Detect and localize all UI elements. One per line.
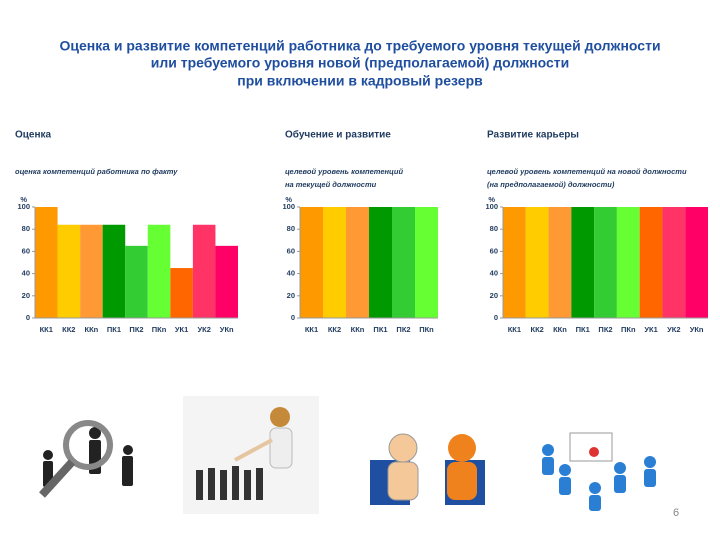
x-tick-label: КК1 bbox=[40, 325, 53, 334]
chart-subtitle: целевой уровень компетенций на новой дол… bbox=[487, 167, 687, 176]
y-tick-label: 20 bbox=[22, 291, 30, 300]
bar bbox=[323, 207, 346, 318]
bar bbox=[548, 207, 572, 318]
y-tick-label: 40 bbox=[287, 269, 295, 278]
x-tick-label: ПК2 bbox=[598, 325, 612, 334]
illustration-search bbox=[39, 420, 133, 498]
bar bbox=[616, 207, 640, 318]
x-tick-label: ККn bbox=[351, 325, 365, 334]
x-tick-label: УКn bbox=[220, 325, 234, 334]
y-tick-label: 80 bbox=[287, 224, 295, 233]
y-tick-label: 100 bbox=[282, 202, 295, 211]
bar bbox=[662, 207, 686, 318]
y-axis-label: % bbox=[20, 195, 27, 204]
bar bbox=[392, 207, 415, 318]
illustration-presentation bbox=[542, 432, 656, 511]
y-tick-label: 80 bbox=[490, 224, 498, 233]
illustration-dialog bbox=[370, 433, 485, 505]
page-number: 6 bbox=[673, 507, 679, 519]
x-tick-label: ПКn bbox=[152, 325, 167, 334]
x-tick-label: ПК1 bbox=[576, 325, 590, 334]
x-tick-label: КК1 bbox=[508, 325, 521, 334]
y-tick-label: 20 bbox=[490, 291, 498, 300]
bar bbox=[35, 207, 58, 318]
bar bbox=[525, 207, 549, 318]
y-tick-label: 100 bbox=[485, 202, 498, 211]
bar bbox=[639, 207, 663, 318]
x-tick-label: ККn bbox=[553, 325, 567, 334]
x-tick-label: УК1 bbox=[175, 325, 188, 334]
chart-title: Развитие карьеры bbox=[487, 130, 579, 141]
x-tick-label: ПК2 bbox=[396, 325, 410, 334]
x-tick-label: УКn bbox=[690, 325, 704, 334]
chart-subtitle: (на предполагаемой) должности) bbox=[487, 180, 615, 189]
y-tick-label: 40 bbox=[490, 269, 498, 278]
y-tick-label: 20 bbox=[287, 291, 295, 300]
illustration-team bbox=[183, 396, 319, 514]
bar bbox=[685, 207, 708, 318]
chart-subtitle: оценка компетенций работника по факту bbox=[15, 167, 178, 176]
slide-title: при включении в кадровый резерв bbox=[237, 73, 483, 89]
bar bbox=[147, 224, 171, 318]
x-tick-label: ПК1 bbox=[373, 325, 387, 334]
bar bbox=[571, 207, 595, 318]
chart-title: Обучение и развитие bbox=[285, 129, 391, 141]
bar bbox=[594, 207, 617, 318]
x-tick-label: ККn bbox=[85, 325, 99, 334]
x-tick-label: ПКn bbox=[621, 325, 636, 334]
x-tick-label: ПК2 bbox=[129, 325, 143, 334]
chart-subtitle: целевой уровень компетенций bbox=[285, 167, 403, 176]
bar bbox=[57, 224, 81, 318]
y-tick-label: 80 bbox=[22, 224, 30, 233]
x-tick-label: КК1 bbox=[305, 325, 318, 334]
y-tick-label: 60 bbox=[287, 246, 295, 255]
bar bbox=[80, 224, 103, 318]
chart-title: Оценка bbox=[15, 130, 52, 141]
bar bbox=[192, 224, 216, 318]
y-tick-label: 60 bbox=[22, 246, 30, 255]
x-tick-label: УК1 bbox=[644, 325, 657, 334]
bar bbox=[125, 245, 148, 318]
x-tick-label: ПКn bbox=[419, 325, 434, 334]
y-axis-label: % bbox=[488, 195, 495, 204]
x-tick-label: УК2 bbox=[197, 325, 210, 334]
bar bbox=[215, 245, 238, 318]
y-tick-label: 40 bbox=[22, 269, 30, 278]
y-tick-label: 0 bbox=[494, 313, 498, 322]
x-tick-label: КК2 bbox=[531, 325, 544, 334]
slide-title: Оценка и развитие компетенций работника … bbox=[59, 38, 660, 54]
bar bbox=[300, 207, 323, 318]
bar bbox=[346, 207, 369, 318]
y-tick-label: 0 bbox=[26, 313, 30, 322]
bar bbox=[503, 207, 526, 318]
bar bbox=[170, 268, 193, 318]
y-axis-label: % bbox=[285, 195, 292, 204]
chart-subtitle: на текущей должности bbox=[285, 180, 377, 189]
y-tick-label: 0 bbox=[291, 313, 295, 322]
x-tick-label: КК2 bbox=[328, 325, 341, 334]
bar bbox=[369, 207, 392, 318]
y-tick-label: 60 bbox=[490, 246, 498, 255]
x-tick-label: ПК1 bbox=[107, 325, 121, 334]
y-tick-label: 100 bbox=[17, 202, 30, 211]
slide-title: или требуемого уровня новой (предполагае… bbox=[151, 55, 570, 71]
bar bbox=[415, 207, 438, 318]
bar bbox=[102, 224, 126, 318]
x-tick-label: КК2 bbox=[62, 325, 75, 334]
x-tick-label: УК2 bbox=[667, 325, 680, 334]
